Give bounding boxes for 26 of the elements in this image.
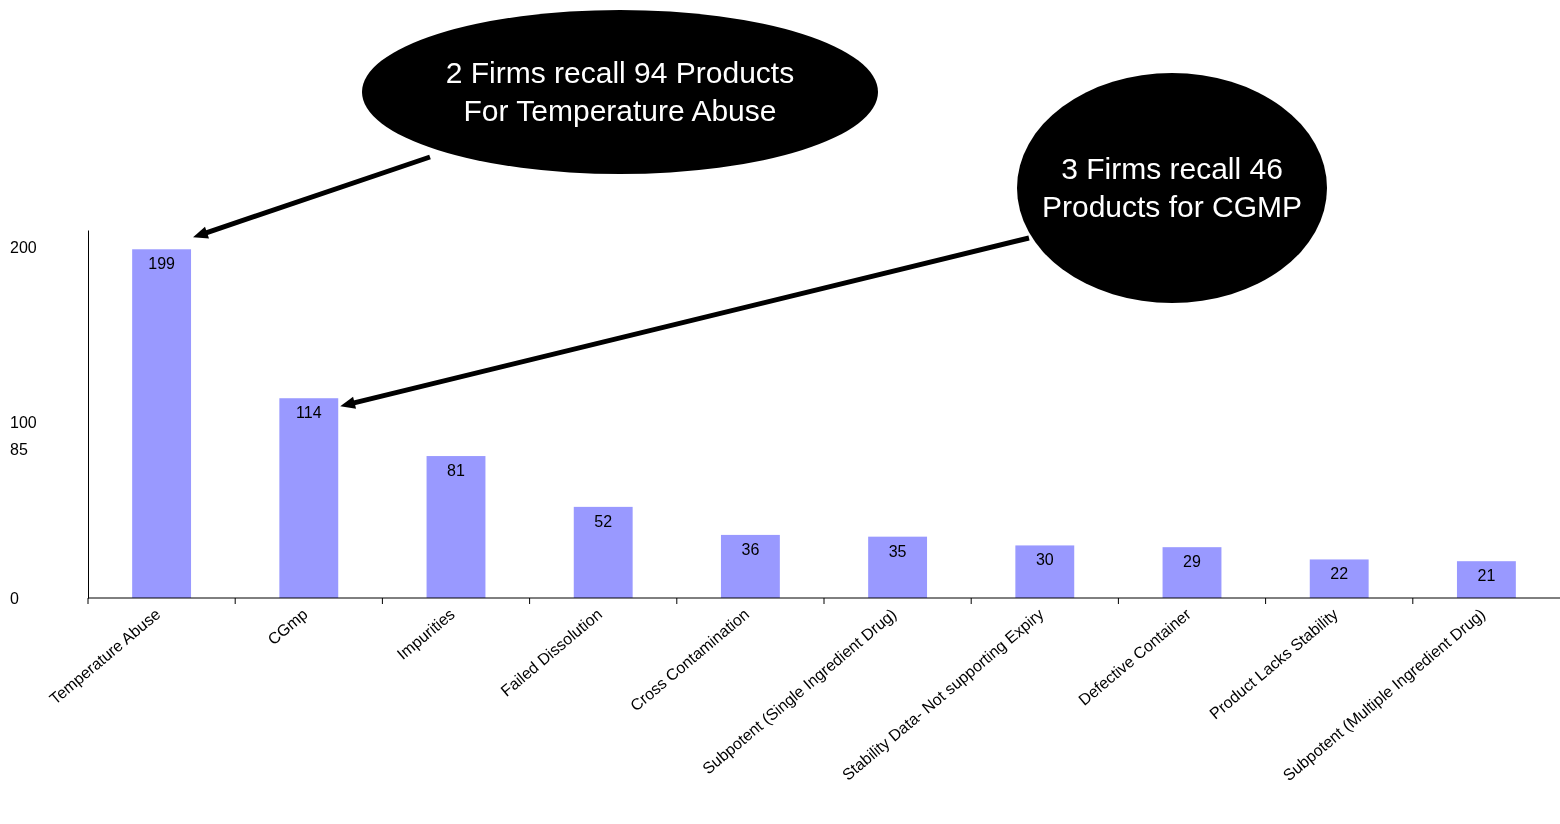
data-label: 199 xyxy=(148,255,176,273)
data-label: 21 xyxy=(1477,567,1496,585)
y-tick-label: 85 xyxy=(10,440,28,458)
data-label: 114 xyxy=(296,404,322,422)
text: 2 Firms recall 94 Products For Temperature Abuse xyxy=(445,56,795,127)
data-label: 35 xyxy=(888,542,907,560)
bar xyxy=(573,506,633,598)
bar xyxy=(1015,545,1075,598)
y-tick-label: 200 xyxy=(10,239,37,257)
data-label: 29 xyxy=(1183,553,1201,571)
y-tick-label: 0 xyxy=(10,589,19,607)
bar xyxy=(1162,547,1222,598)
y-tick-label: 100 xyxy=(10,414,37,432)
data-label: 36 xyxy=(741,540,760,558)
text: 3 Firms recall 46 Products for CGMP xyxy=(1041,152,1303,223)
data-label: 30 xyxy=(1035,551,1054,569)
bar xyxy=(132,249,192,598)
bar xyxy=(720,534,780,598)
data-label: 81 xyxy=(447,462,465,480)
bar xyxy=(279,398,339,598)
bar xyxy=(1309,559,1369,598)
bar xyxy=(426,456,486,598)
data-label: 22 xyxy=(1330,565,1349,583)
data-label: 52 xyxy=(594,512,613,530)
bar xyxy=(1456,561,1516,598)
bar xyxy=(868,536,928,598)
